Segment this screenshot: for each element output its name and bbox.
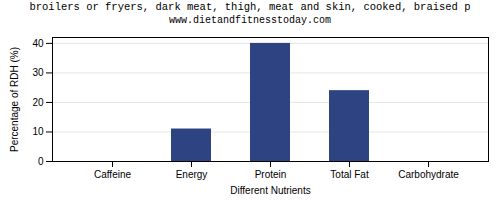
- svg-text:Percentage of RDH (%): Percentage of RDH (%): [9, 47, 20, 152]
- html-text:www.dietandfitnesstoday.com: www.dietandfitnesstoday.com: [169, 15, 331, 26]
- svg-text:Carbohydrate: Carbohydrate: [398, 169, 459, 180]
- svg-text:20: 20: [32, 97, 44, 108]
- svg-text:Energy: Energy: [176, 169, 208, 180]
- svg-text:Protein: Protein: [255, 169, 287, 180]
- html-text:broilers or fryers, dark meat,: broilers or fryers, dark meat, thigh, me…: [29, 1, 471, 13]
- svg-text:Caffeine: Caffeine: [94, 169, 132, 180]
- svg-text:10: 10: [32, 126, 44, 137]
- svg-text:Different Nutrients: Different Nutrients: [230, 185, 310, 196]
- svg-text:Total Fat: Total Fat: [330, 169, 369, 180]
- svg-text:40: 40: [32, 38, 44, 49]
- svg-text:0: 0: [38, 156, 44, 167]
- svg-text:30: 30: [32, 67, 44, 78]
